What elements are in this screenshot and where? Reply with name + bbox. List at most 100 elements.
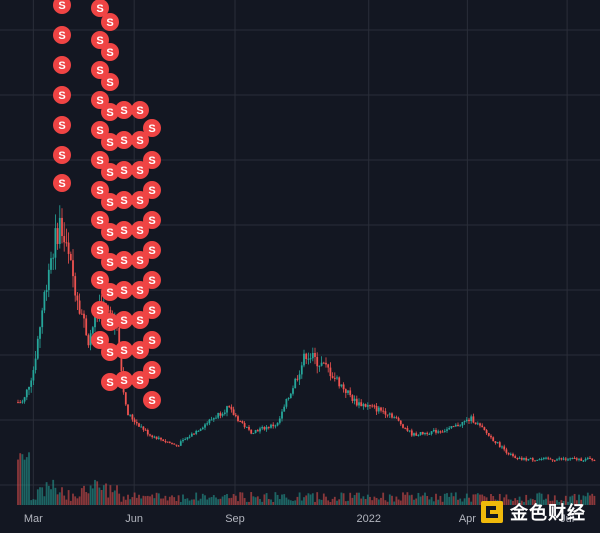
- candle-body: [558, 458, 561, 460]
- candle-body: [127, 404, 129, 416]
- sell-marker: S: [131, 131, 149, 149]
- candle-body: [179, 441, 182, 446]
- volume-bar: [234, 495, 237, 505]
- sell-marker-label: S: [96, 35, 103, 47]
- candle-body: [241, 421, 244, 424]
- volume-bar: [402, 492, 404, 505]
- volume-bar: [17, 459, 19, 505]
- jinse-logo-icon: [481, 501, 503, 523]
- volume-bar: [459, 498, 462, 505]
- candle-body: [514, 456, 517, 459]
- volume-bar: [507, 499, 510, 505]
- volume-bar: [333, 496, 336, 505]
- sell-marker-label: S: [96, 3, 103, 15]
- candle-body: [439, 431, 442, 433]
- sell-marker: S: [143, 331, 161, 349]
- candle-body: [285, 398, 288, 407]
- candle-body: [512, 453, 514, 457]
- volume-bar: [351, 497, 354, 505]
- sell-marker: S: [131, 191, 149, 209]
- volume-bar: [415, 498, 418, 505]
- sell-marker-badge: [91, 331, 109, 349]
- candle-body: [135, 422, 138, 424]
- sell-marker-label: S: [120, 375, 127, 387]
- candle-body: [432, 429, 435, 432]
- sell-marker-badge: [101, 43, 119, 61]
- volume-bar: [518, 496, 521, 505]
- sell-marker-label: S: [120, 135, 127, 147]
- candle-body: [529, 458, 532, 460]
- sell-marker: S: [131, 251, 149, 269]
- candle-body: [560, 458, 563, 460]
- volume-bar: [118, 493, 121, 505]
- volume-bar: [428, 499, 431, 505]
- volume-bar: [582, 495, 585, 505]
- candle-body: [25, 389, 28, 398]
- candle-body: [490, 435, 492, 438]
- volume-bar: [113, 490, 116, 505]
- volume-bar: [382, 492, 385, 505]
- candle-body: [461, 421, 464, 426]
- candle-body: [292, 388, 294, 394]
- sell-marker: S: [53, 0, 71, 14]
- candle-body: [358, 402, 360, 406]
- sell-marker-badge: [115, 101, 133, 119]
- candle-body: [373, 405, 376, 407]
- candle-body: [542, 457, 545, 459]
- candle-body: [54, 228, 57, 258]
- sell-marker-badge: [101, 343, 119, 361]
- volume-bar: [340, 492, 343, 505]
- sell-marker-badge: [131, 191, 149, 209]
- volume-bar: [336, 500, 338, 505]
- candle-body: [149, 434, 151, 436]
- candle-body: [338, 377, 341, 387]
- volume-bar: [483, 496, 486, 505]
- candle-body: [487, 433, 490, 436]
- volume-bar: [355, 492, 358, 505]
- volume-bar: [580, 499, 583, 505]
- candle-body: [364, 404, 367, 407]
- candle-body: [177, 445, 180, 447]
- candle-body: [564, 458, 567, 460]
- candle-body: [344, 389, 347, 393]
- volume-bar: [534, 500, 536, 505]
- sell-marker: S: [115, 221, 133, 239]
- volume-bar: [138, 494, 140, 505]
- volume-bar: [267, 499, 270, 505]
- candle-body: [34, 358, 37, 371]
- candle-body: [468, 419, 470, 422]
- volume-bar: [252, 496, 255, 505]
- sell-marker: S: [101, 163, 119, 181]
- candle-body: [250, 429, 253, 434]
- candle-body: [190, 433, 193, 437]
- sell-marker-label: S: [58, 0, 65, 12]
- volume-bar: [146, 495, 149, 505]
- candle-body: [318, 365, 321, 367]
- volume-bar: [278, 499, 281, 505]
- volume-bar: [318, 499, 321, 505]
- sell-marker: S: [101, 73, 119, 91]
- sell-marker-label: S: [96, 275, 103, 287]
- x-tick-label: Apr: [459, 513, 476, 525]
- candle-body: [463, 421, 466, 423]
- volume-bar: [424, 492, 426, 505]
- candle-body: [342, 384, 345, 390]
- sell-marker: S: [143, 119, 161, 137]
- sell-marker-badge: [91, 121, 109, 139]
- volume-bar: [571, 495, 574, 505]
- volume-bar: [593, 495, 596, 505]
- volume-bar: [50, 489, 52, 505]
- candle-body: [171, 442, 173, 444]
- candle-body: [494, 441, 497, 444]
- volume-bar: [578, 494, 580, 505]
- volume-bar: [83, 485, 85, 505]
- volume-bar: [177, 495, 180, 505]
- sell-marker-label: S: [148, 245, 155, 257]
- candle-body: [360, 402, 363, 407]
- volume-bar: [481, 494, 484, 505]
- candle-body: [267, 426, 270, 428]
- candle-body: [314, 353, 316, 357]
- sell-marker: S: [91, 31, 109, 49]
- candle-body: [545, 457, 547, 459]
- sell-marker-label: S: [120, 225, 127, 237]
